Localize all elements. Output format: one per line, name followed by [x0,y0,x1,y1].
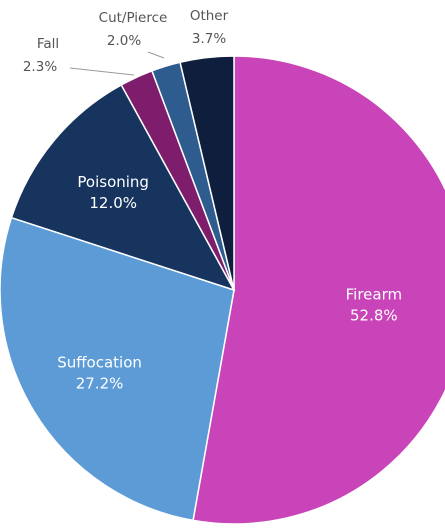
pie-slice-firearm [192,55,445,525]
slice-labels: Firearm 52.8% Suffocation 27.2% Poisoning 12.… [23,8,402,393]
leader-line-fall [69,67,135,76]
slice-value-other: 3.7% [192,31,226,47]
pie-slice-suffocation [0,216,235,522]
leader-lines [69,51,165,76]
slice-value-cut-pierce: 2.0% [107,33,141,49]
slice-label-firearm: Firearm [346,285,402,303]
slice-label-fall: Fall [37,36,59,52]
pie-slice-other [179,55,235,291]
slice-value-poisoning: 12.0% [89,194,137,212]
slice-value-firearm: 52.8% [350,306,398,324]
slice-label-poisoning: Poisoning [77,173,149,191]
slice-value-fall: 2.3% [23,59,57,75]
slice-label-other: Other [190,8,229,24]
slice-label-suffocation: Suffocation [57,354,142,372]
leader-line-cut-pierce [147,51,165,59]
pie-slices [0,55,445,525]
slice-value-suffocation: 27.2% [76,375,124,393]
slice-label-cut-pierce: Cut/Pierce [99,10,168,26]
pie-slice-poisoning [10,83,236,292]
